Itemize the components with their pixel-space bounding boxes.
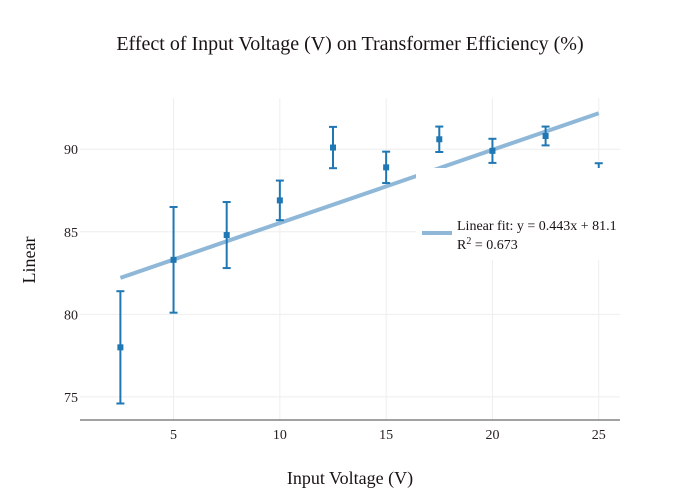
data-point (328, 125, 337, 170)
x-tick-label: 20 (485, 428, 499, 443)
data-point (116, 290, 125, 405)
legend-label: Linear fit: y = 0.443x + 81.1 (457, 219, 617, 234)
data-point (222, 201, 231, 270)
x-tick-label: 15 (379, 428, 393, 443)
x-axis-title: Input Voltage (V) (287, 468, 413, 489)
data-point (169, 205, 178, 314)
marker (117, 344, 124, 351)
marker (223, 232, 230, 239)
marker (329, 144, 336, 151)
fit-line-layer (119, 111, 600, 280)
marker (436, 136, 443, 143)
points-layer (116, 125, 603, 405)
chart-title: Effect of Input Voltage (V) on Transform… (116, 33, 583, 55)
x-tick-label: 10 (273, 428, 287, 443)
marker (170, 256, 177, 263)
data-point (488, 137, 497, 164)
data-point (275, 179, 284, 222)
marker (542, 132, 549, 139)
legend[interactable]: Linear fit: y = 0.443x + 81.1 R2 = 0.673 (416, 168, 644, 260)
y-tick-labels: 75 80 85 90 (64, 143, 78, 406)
legend-r2: R2 = 0.673 (457, 236, 518, 253)
x-tick-label: 25 (592, 428, 606, 443)
marker (276, 197, 283, 204)
x-tick-labels: 5 10 15 20 25 (170, 428, 606, 443)
y-tick-label: 85 (64, 226, 78, 241)
y-tick-label: 90 (64, 143, 78, 158)
marker (489, 147, 496, 154)
data-point (541, 125, 550, 147)
x-tick-label: 5 (170, 428, 177, 443)
data-point (435, 125, 444, 153)
y-axis-title: Linear (19, 237, 39, 284)
marker (383, 164, 390, 171)
fit-line (119, 111, 600, 280)
y-tick-label: 75 (64, 391, 78, 406)
legend-background (416, 168, 644, 260)
data-point (382, 150, 391, 185)
y-tick-label: 80 (64, 308, 78, 323)
